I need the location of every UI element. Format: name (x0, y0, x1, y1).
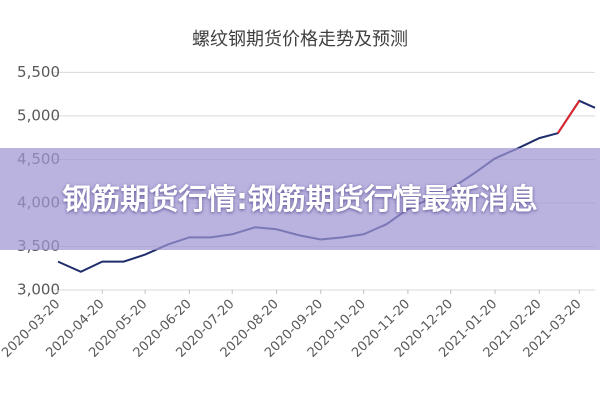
series-line (557, 100, 581, 134)
chart-title: 螺纹钢期货价格走势及预测 (192, 29, 408, 50)
banner: 钢筋期货行情:钢筋期货行情最新消息 (0, 148, 600, 250)
banner-title: 钢筋期货行情:钢筋期货行情最新消息 (62, 182, 538, 216)
y-tick-label: 5,500 (17, 63, 60, 81)
y-tick-label: 5,000 (17, 106, 60, 124)
y-tick-label: 3,000 (17, 281, 60, 299)
